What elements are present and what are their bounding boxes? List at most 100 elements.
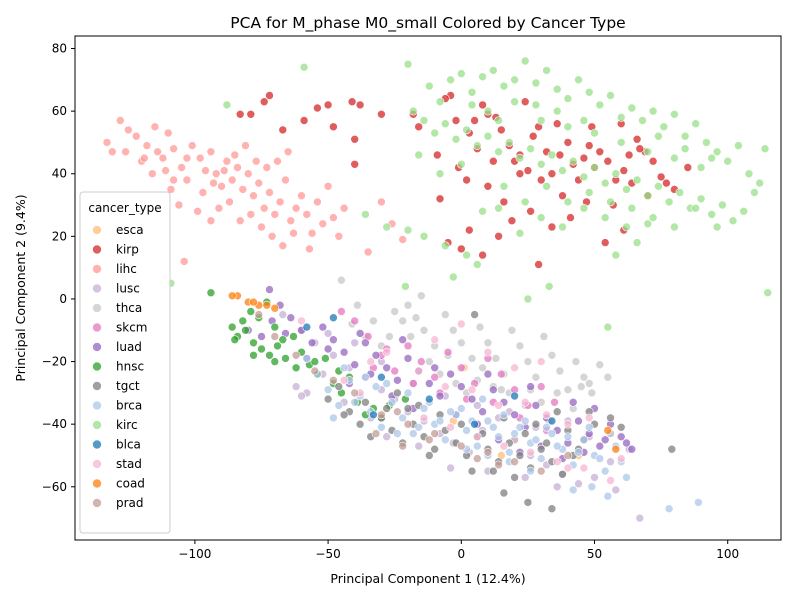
data-point-lihc xyxy=(219,166,229,175)
data-point-lihc xyxy=(187,141,197,150)
data-point-luad xyxy=(483,369,493,379)
data-point-brca xyxy=(371,382,381,391)
data-point-brca xyxy=(515,422,525,432)
data-point-lusc xyxy=(590,473,599,482)
data-point-lihc xyxy=(153,147,162,157)
data-point-tgct xyxy=(552,407,562,417)
data-point-kirc xyxy=(531,100,541,110)
data-point-kirc xyxy=(472,260,482,269)
data-point-kirp xyxy=(515,169,525,178)
legend-item-kirc: kirc xyxy=(92,418,138,432)
data-point-kirc xyxy=(542,66,551,75)
data-point-kirc xyxy=(499,81,509,91)
data-point-luad xyxy=(622,438,631,448)
x-tick-label: −100 xyxy=(178,547,211,561)
legend-item-tgct: tgct xyxy=(92,379,140,393)
data-point-skcm xyxy=(443,347,453,357)
data-point-luad xyxy=(350,360,360,370)
data-point-tgct xyxy=(606,413,615,423)
data-point-kirp xyxy=(584,141,594,150)
data-point-kirc xyxy=(510,75,519,85)
data-point-luad xyxy=(318,322,328,332)
data-point-lusc xyxy=(574,479,583,489)
data-point-lihc xyxy=(265,188,274,197)
data-point-kirc xyxy=(702,138,711,147)
data-point-hnsc xyxy=(289,332,298,341)
data-point-kirp xyxy=(558,191,567,200)
data-point-lihc xyxy=(214,203,224,213)
data-point-kirc xyxy=(579,116,589,125)
data-point-brca xyxy=(552,441,562,451)
data-point-stad xyxy=(472,432,482,442)
data-point-luad xyxy=(257,332,266,341)
data-point-blca xyxy=(547,416,557,426)
x-tick-label: 100 xyxy=(716,547,739,561)
data-point-stad xyxy=(393,407,402,417)
data-point-tgct xyxy=(667,444,677,454)
data-point-hnsc xyxy=(278,335,288,345)
data-point-lihc xyxy=(334,232,344,241)
data-point-stad xyxy=(366,357,376,366)
data-point-coad xyxy=(249,297,258,307)
data-point-lihc xyxy=(233,163,242,172)
data-point-lihc xyxy=(286,216,296,225)
data-point-brca xyxy=(542,422,551,432)
data-point-tgct xyxy=(547,504,557,514)
data-point-lihc xyxy=(377,197,386,207)
data-point-brca xyxy=(664,504,674,514)
data-point-lihc xyxy=(195,153,205,163)
data-point-luad xyxy=(393,375,402,385)
data-point-luad xyxy=(435,391,445,401)
data-point-lihc xyxy=(166,185,176,194)
data-point-kirp xyxy=(265,91,274,100)
data-point-lihc xyxy=(179,257,189,266)
data-point-kirc xyxy=(440,241,450,250)
data-point-skcm xyxy=(390,366,400,376)
data-point-hnsc xyxy=(227,322,237,332)
data-point-tgct xyxy=(456,419,466,429)
data-point-kirc xyxy=(648,106,658,116)
data-point-brca xyxy=(387,397,397,407)
data-point-thca xyxy=(552,388,562,398)
data-point-coad xyxy=(227,291,237,301)
data-point-brca xyxy=(478,394,487,404)
legend-item-skcm: skcm xyxy=(92,321,148,335)
data-point-kirc xyxy=(600,178,610,188)
data-point-luad xyxy=(265,285,274,294)
data-point-blca xyxy=(329,313,338,323)
y-tick-label: 0 xyxy=(59,292,67,306)
data-point-kirc xyxy=(638,116,647,125)
data-point-hnsc xyxy=(241,325,250,335)
data-point-kirc xyxy=(382,222,392,232)
data-point-lihc xyxy=(259,203,269,213)
data-point-kirp xyxy=(520,97,530,106)
data-point-kirp xyxy=(635,144,645,153)
data-point-luad xyxy=(398,335,408,345)
data-point-lihc xyxy=(201,166,210,175)
data-point-lihc xyxy=(225,197,234,207)
data-point-kirc xyxy=(691,203,701,213)
data-point-hnsc xyxy=(238,316,248,326)
data-point-brca xyxy=(547,429,557,438)
data-point-prad xyxy=(403,419,413,429)
legend-label: lihc xyxy=(116,262,137,276)
data-point-kirc xyxy=(568,156,578,166)
data-point-thca xyxy=(563,385,573,395)
data-point-kirc xyxy=(448,272,458,282)
data-point-kirc xyxy=(590,163,599,172)
data-point-skcm xyxy=(416,357,426,366)
legend-marker xyxy=(92,498,102,508)
data-point-kirc xyxy=(515,153,525,163)
data-point-brca xyxy=(587,482,597,492)
data-point-thca xyxy=(507,325,517,335)
legend-label: coad xyxy=(116,477,145,491)
data-point-kirp xyxy=(632,135,642,144)
legend-label: esca xyxy=(116,223,144,237)
data-point-kirp xyxy=(464,225,474,235)
data-point-kirc xyxy=(536,213,546,222)
legend-marker xyxy=(92,342,102,352)
data-point-luad xyxy=(323,344,333,354)
data-point-kirc xyxy=(616,138,626,147)
data-point-lihc xyxy=(323,182,333,191)
data-point-tgct xyxy=(616,422,626,432)
